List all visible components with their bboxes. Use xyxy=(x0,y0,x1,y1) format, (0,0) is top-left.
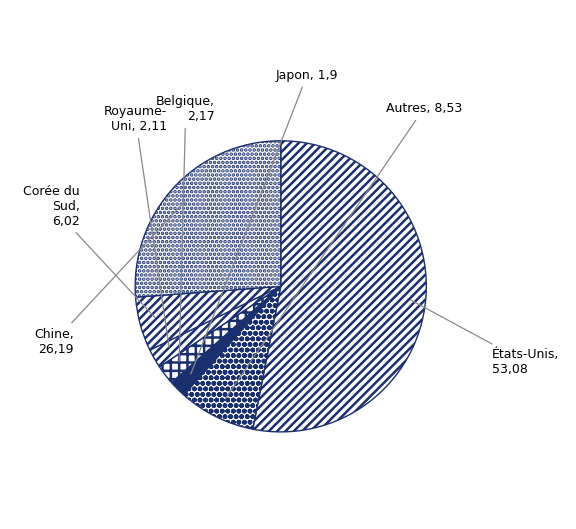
Text: Japon, 1,9: Japon, 1,9 xyxy=(191,69,338,374)
Text: Royaume-
Uni, 2,11: Royaume- Uni, 2,11 xyxy=(104,105,169,347)
Text: Chine,
26,19: Chine, 26,19 xyxy=(35,201,185,355)
Wedge shape xyxy=(150,286,281,367)
Wedge shape xyxy=(172,286,281,395)
Wedge shape xyxy=(253,141,426,432)
Wedge shape xyxy=(135,286,281,350)
Wedge shape xyxy=(160,286,281,382)
Text: Corée du
Sud,
6,02: Corée du Sud, 6,02 xyxy=(23,185,155,318)
Wedge shape xyxy=(135,141,281,297)
Text: États-Unis,
53,08: États-Unis, 53,08 xyxy=(411,300,559,376)
Text: Autres, 8,53: Autres, 8,53 xyxy=(225,102,462,399)
Wedge shape xyxy=(184,286,281,429)
Text: Belgique,
2,17: Belgique, 2,17 xyxy=(156,95,215,361)
